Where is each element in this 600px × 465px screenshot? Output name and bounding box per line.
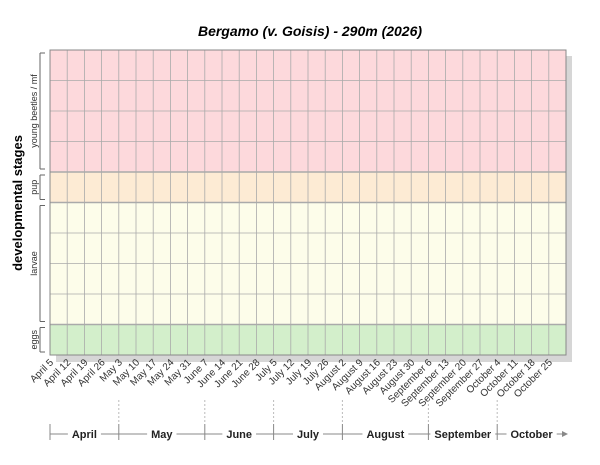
label-bg — [67, 428, 101, 440]
stage-label: eggs — [29, 329, 39, 349]
label-bg — [362, 428, 409, 440]
label-bg — [430, 428, 496, 440]
month-label: August — [366, 429, 404, 441]
plot-border — [49, 49, 567, 356]
month-label: June — [226, 429, 252, 441]
label-bg — [506, 428, 557, 440]
month-label: April — [72, 429, 97, 441]
stage-label: pup — [29, 180, 39, 195]
y-axis-label: developmental stages — [10, 135, 25, 271]
label-bg — [292, 428, 324, 440]
month-label: October — [511, 429, 554, 441]
label-bg — [147, 428, 177, 440]
stage-label: young beetles / mf — [29, 74, 39, 148]
chart-title: Bergamo (v. Goisis) - 290m (2026) — [198, 23, 422, 39]
label-bg — [222, 428, 257, 440]
stage-label: larvae — [29, 251, 39, 276]
month-label: May — [151, 429, 173, 441]
month-label: July — [297, 429, 320, 441]
arrow — [562, 431, 568, 437]
month-label: September — [434, 429, 492, 441]
